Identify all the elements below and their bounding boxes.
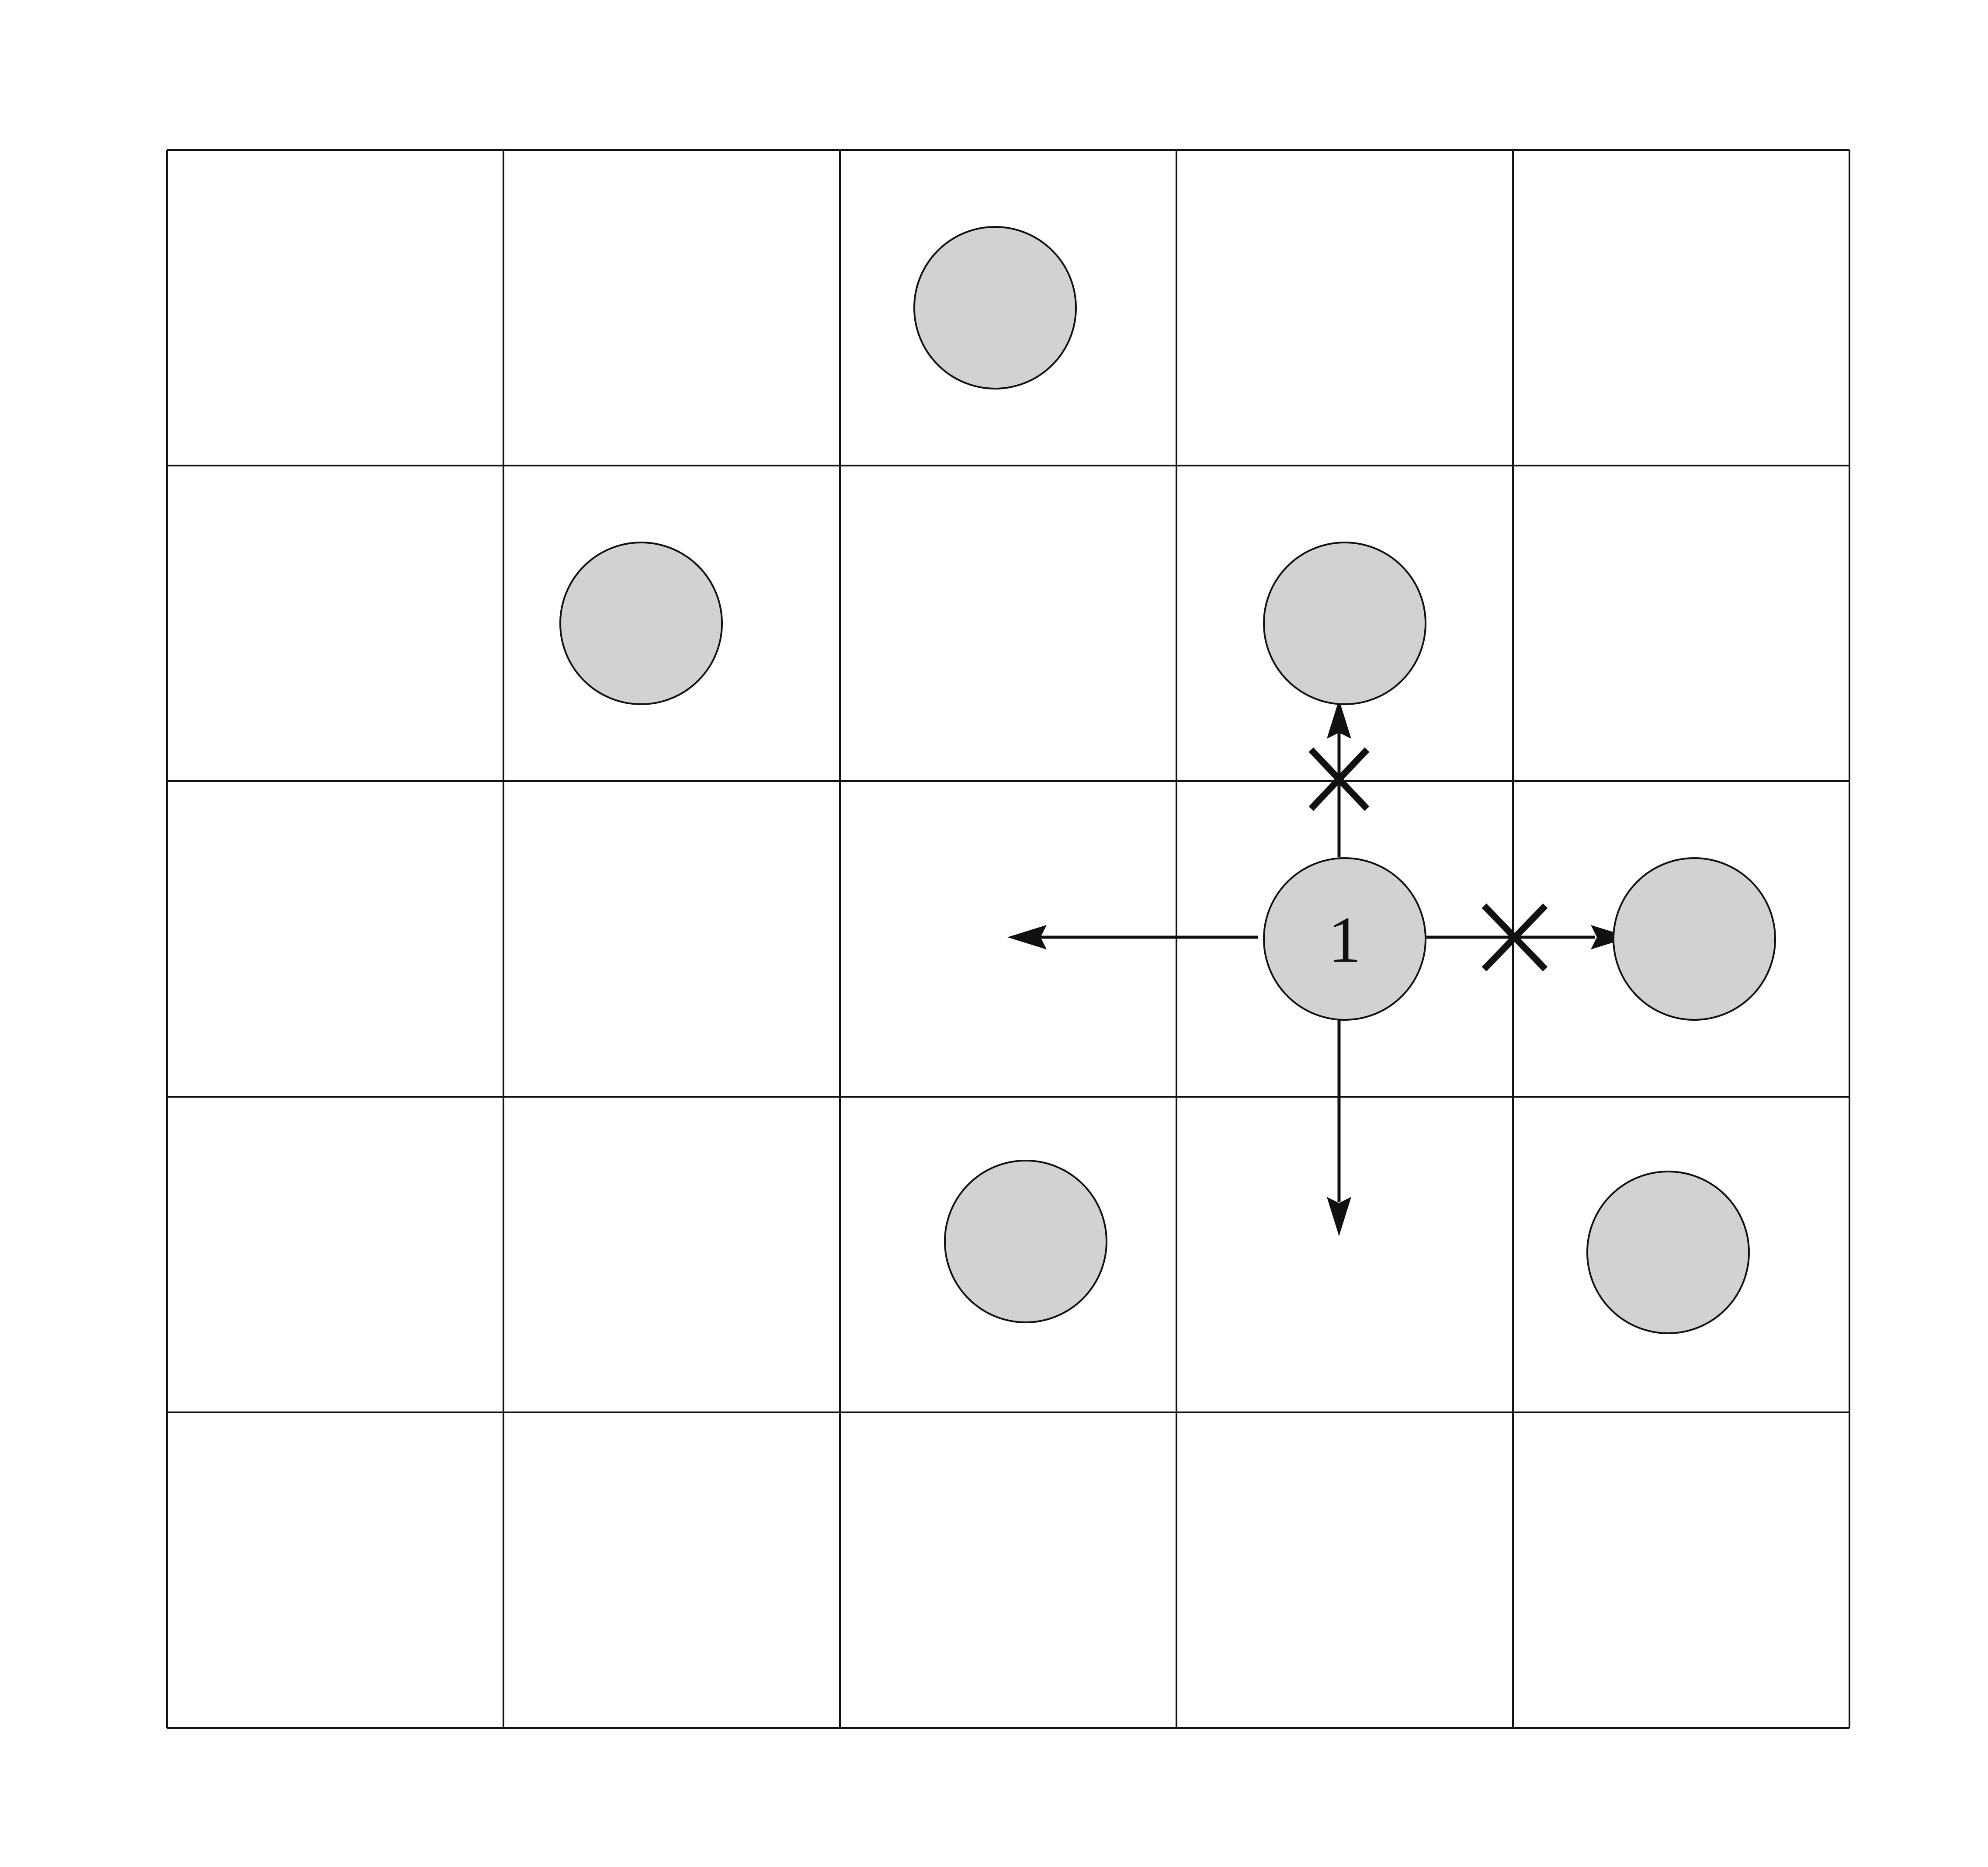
- token-active: 1: [1263, 857, 1426, 1021]
- token-disk: [944, 1160, 1107, 1323]
- blocked-right-x-icon: [1481, 903, 1548, 972]
- move-up-arrow: [1308, 699, 1370, 857]
- blocked-up-x-icon: [1308, 747, 1370, 811]
- board-tokens: 1: [559, 226, 1776, 1334]
- move-right-arrow: [1420, 903, 1630, 972]
- token: [1613, 857, 1776, 1021]
- board-grid: [166, 149, 1850, 1729]
- move-left-arrow: [1007, 925, 1258, 949]
- token: [944, 1160, 1107, 1323]
- token-label: 1: [1329, 904, 1361, 976]
- token-disk: [1613, 857, 1776, 1021]
- token-disk: [1263, 542, 1426, 705]
- token: [1263, 542, 1426, 705]
- move-arrows: [1007, 699, 1630, 1236]
- token: [913, 226, 1077, 389]
- token-disk: [913, 226, 1077, 389]
- token-disk: [559, 542, 723, 705]
- token-disk: [1263, 857, 1426, 1021]
- token: [559, 542, 723, 705]
- token-disk: [1586, 1171, 1750, 1334]
- token: [1586, 1171, 1750, 1334]
- move-down-arrow: [1327, 1018, 1351, 1236]
